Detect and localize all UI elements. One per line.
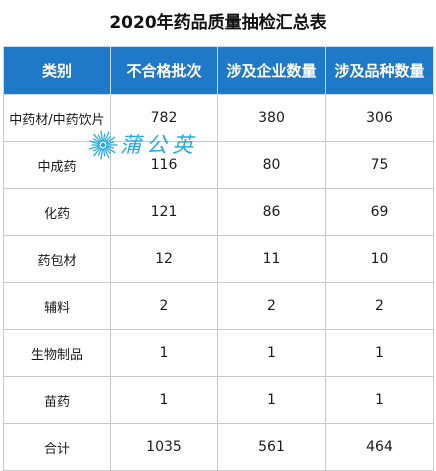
table-row: 药包材 12 11 10 (3, 235, 434, 283)
companies-cell: 1 (217, 329, 326, 377)
table-row: 苗药 1 1 1 (3, 376, 434, 424)
companies-cell: 2 (217, 282, 326, 330)
category-cell: 化药 (3, 188, 111, 236)
header-varieties-involved: 涉及品种数量 (325, 46, 434, 95)
category-cell: 中药材/中药饮片 (3, 94, 111, 142)
page-title: 2020年药品质量抽检汇总表 (109, 13, 327, 33)
companies-cell: 1 (217, 376, 326, 424)
companies-cell: 11 (217, 235, 326, 283)
header-row: 类别 不合格批次 涉及企业数量 涉及品种数量 (3, 46, 434, 95)
header-category: 类别 (3, 46, 111, 95)
category-cell: 合计 (3, 423, 111, 471)
category-cell: 苗药 (3, 376, 111, 424)
failed-batches-cell: 116 (110, 141, 218, 189)
companies-cell: 86 (217, 188, 326, 236)
companies-cell: 380 (217, 94, 326, 142)
table-row: 生物制品 1 1 1 (3, 329, 434, 377)
category-cell: 辅料 (3, 282, 111, 330)
companies-cell: 80 (217, 141, 326, 189)
failed-batches-cell: 121 (110, 188, 218, 236)
category-cell: 药包材 (3, 235, 111, 283)
varieties-cell: 75 (325, 141, 434, 189)
table-row: 中成药 116 80 75 (3, 141, 434, 189)
table-row: 辅料 2 2 2 (3, 282, 434, 330)
failed-batches-cell: 1 (110, 329, 218, 377)
failed-batches-cell: 12 (110, 235, 218, 283)
failed-batches-cell: 1035 (110, 423, 218, 471)
table-row: 中药材/中药饮片 782 380 306 (3, 94, 434, 142)
header-companies-involved: 涉及企业数量 (217, 46, 326, 95)
category-cell: 中成药 (3, 141, 111, 189)
failed-batches-cell: 2 (110, 282, 218, 330)
varieties-cell: 10 (325, 235, 434, 283)
varieties-cell: 306 (325, 94, 434, 142)
varieties-cell: 1 (325, 329, 434, 377)
summary-table: 类别 不合格批次 涉及企业数量 涉及品种数量 中药材/中药饮片 782 380 … (3, 46, 434, 471)
header-failed-batches: 不合格批次 (110, 46, 218, 95)
varieties-cell: 2 (325, 282, 434, 330)
table-row: 化药 121 86 69 (3, 188, 434, 236)
companies-cell: 561 (217, 423, 326, 471)
total-row: 合计 1035 561 464 (3, 423, 434, 471)
varieties-cell: 464 (325, 423, 434, 471)
category-cell: 生物制品 (3, 329, 111, 377)
failed-batches-cell: 1 (110, 376, 218, 424)
varieties-cell: 69 (325, 188, 434, 236)
varieties-cell: 1 (325, 376, 434, 424)
failed-batches-cell: 782 (110, 94, 218, 142)
